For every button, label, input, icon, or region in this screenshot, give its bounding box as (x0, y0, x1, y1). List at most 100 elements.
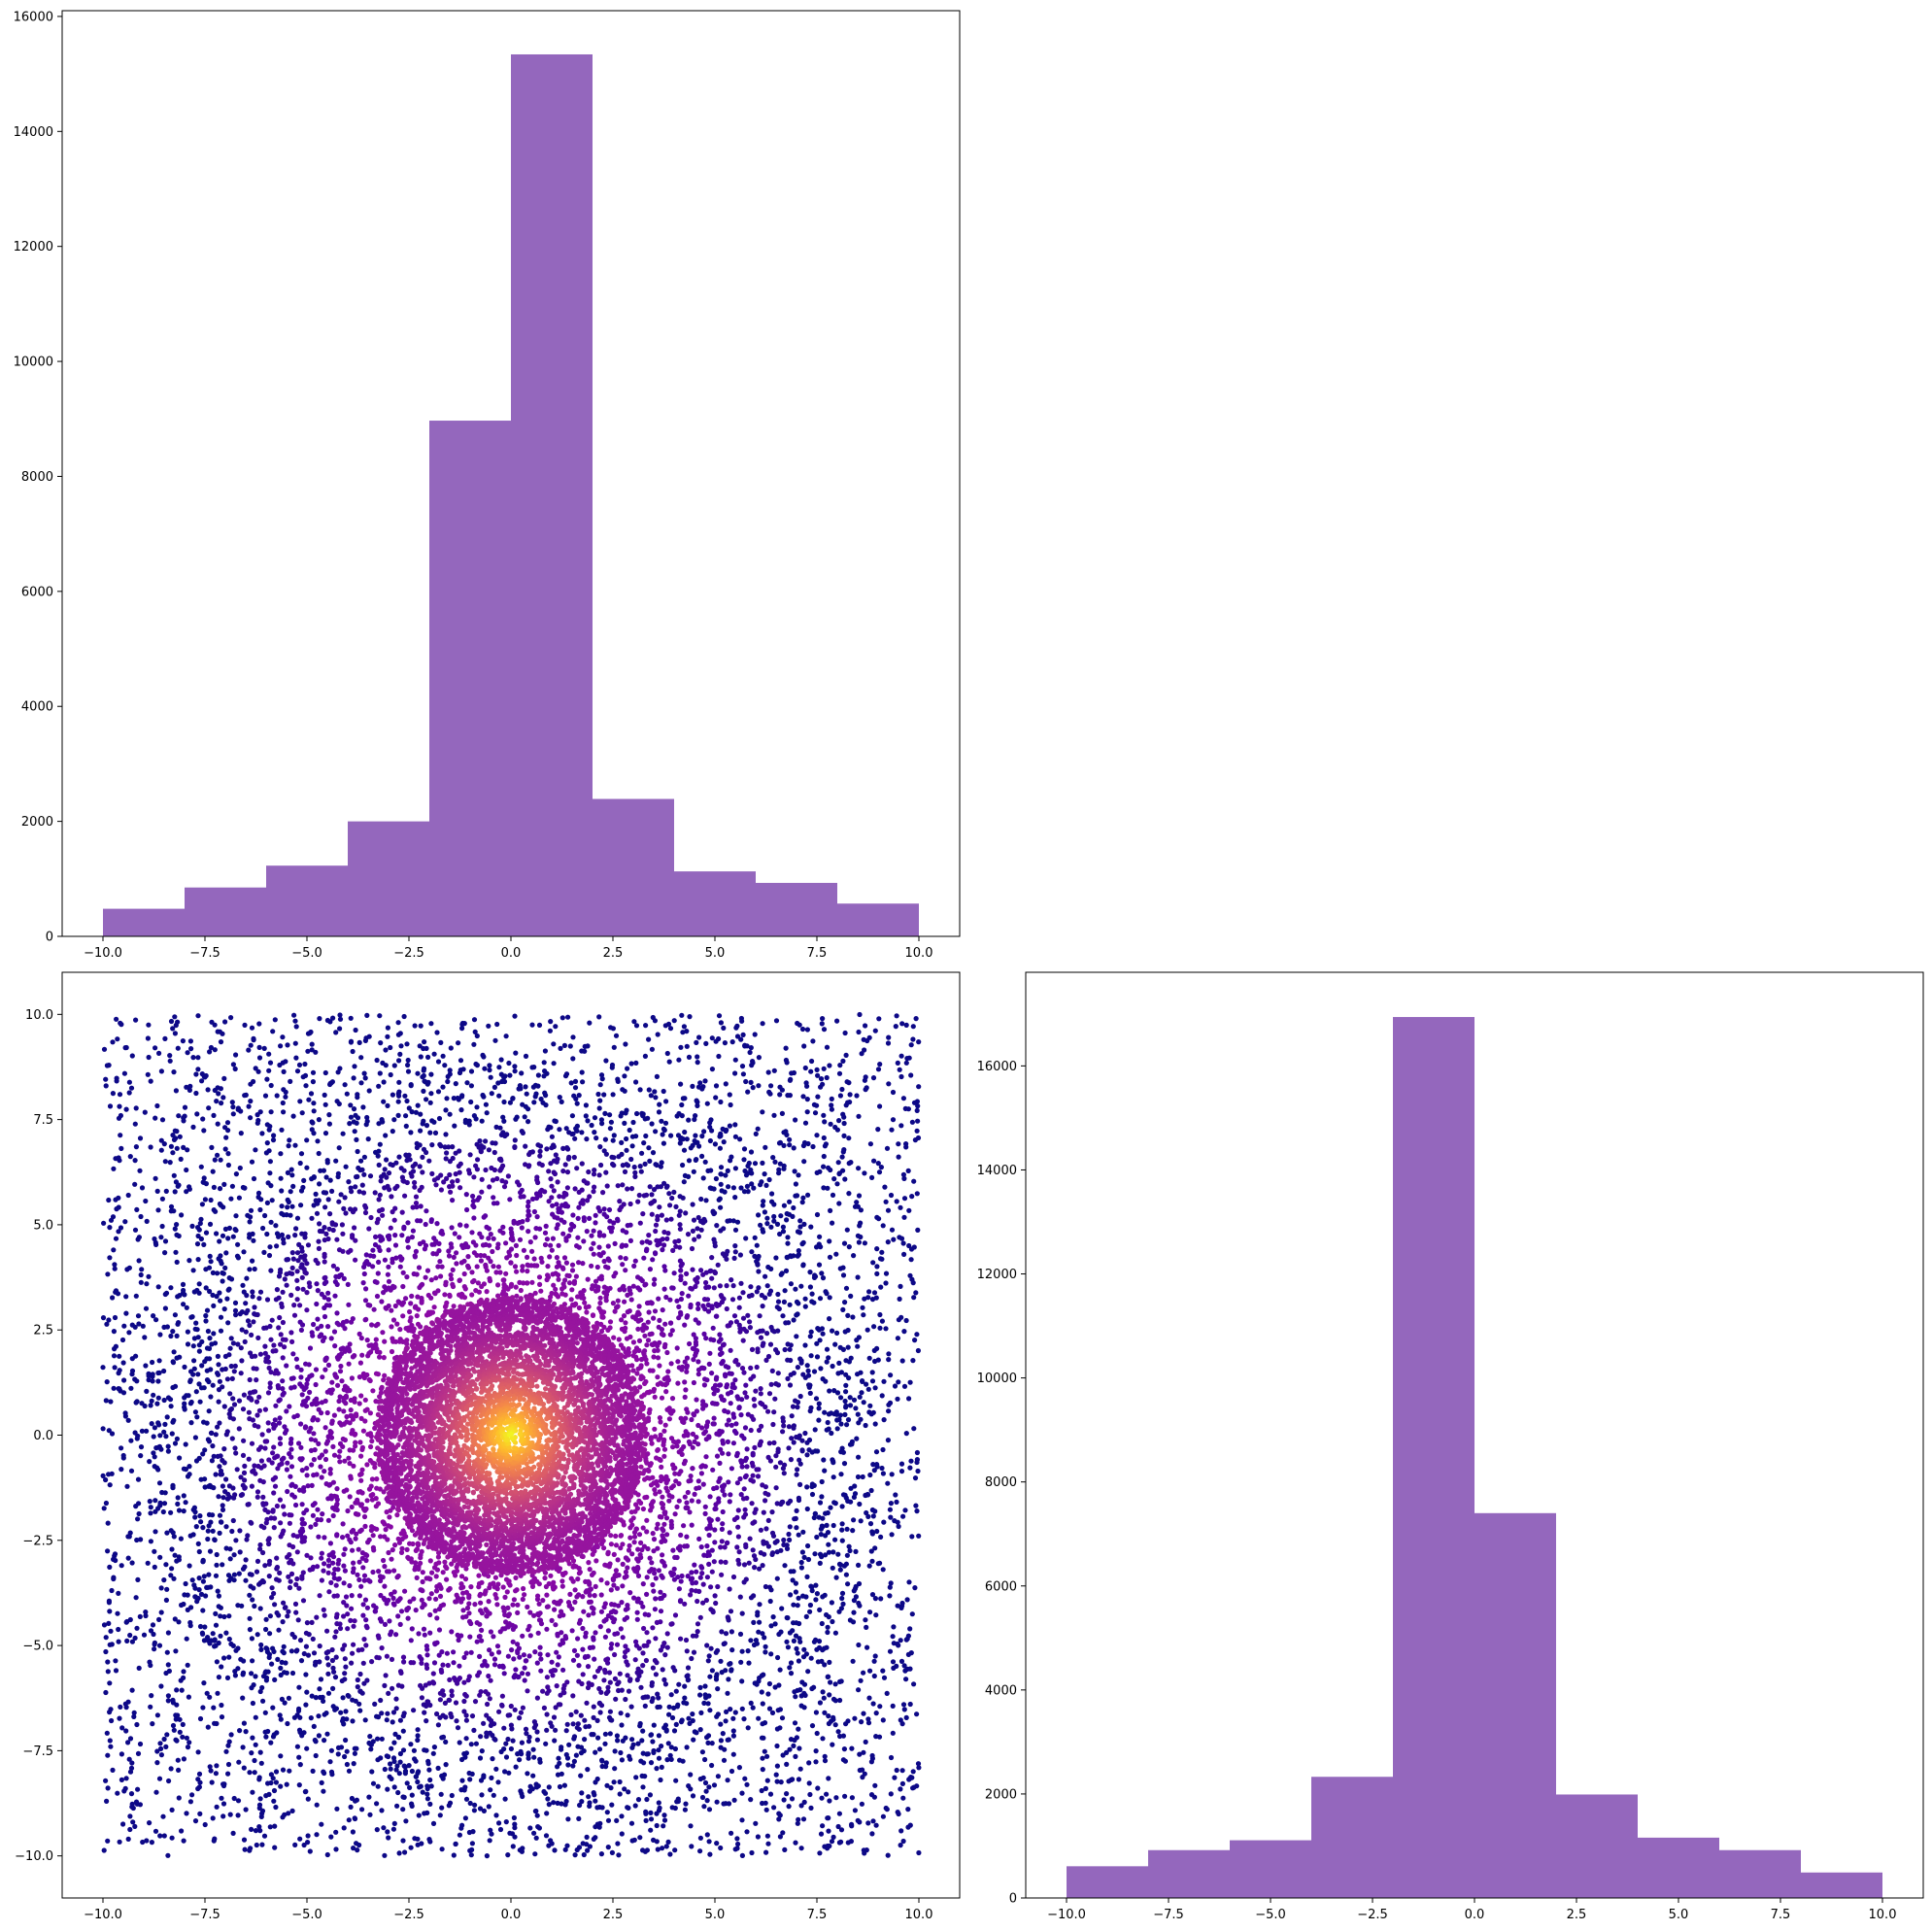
scatter-point (361, 1070, 367, 1076)
scatter-point (790, 1628, 796, 1634)
scatter-point (239, 1603, 245, 1609)
scatter-point (292, 1601, 299, 1607)
scatter-point (796, 1172, 801, 1178)
scatter-point (717, 1283, 724, 1289)
scatter-point (858, 1677, 864, 1683)
scatter-point (481, 1775, 487, 1780)
scatter-point (181, 1675, 186, 1680)
scatter-point (138, 1213, 144, 1220)
scatter-point (271, 1590, 277, 1597)
scatter-point (715, 1711, 722, 1717)
scatter-point (666, 1704, 672, 1710)
scatter-point (208, 1367, 214, 1372)
scatter-point (804, 1363, 810, 1369)
scatter-point (901, 1196, 908, 1202)
scatter-point (912, 1585, 918, 1591)
y-tick-label: 8000 (21, 470, 53, 485)
scatter-point (289, 1265, 295, 1270)
scatter-point (693, 1113, 698, 1119)
scatter-point (612, 1676, 619, 1681)
scatter-point (162, 1159, 168, 1165)
scatter-point (404, 1098, 410, 1104)
scatter-point (591, 1836, 596, 1842)
scatter-point (148, 1539, 153, 1544)
scatter-point (863, 1074, 868, 1080)
scatter-point (173, 1022, 179, 1029)
scatter-point (157, 1741, 163, 1746)
scatter-point (769, 1530, 776, 1536)
scatter-point (436, 1115, 443, 1122)
scatter-point (784, 1545, 791, 1551)
scatter-point (220, 1781, 226, 1787)
scatter-point (236, 1195, 242, 1201)
scatter-point (627, 1127, 632, 1134)
scatter-point (217, 1029, 222, 1034)
scatter-point (249, 1440, 255, 1446)
scatter-point (458, 1058, 464, 1064)
scatter-point (760, 1160, 765, 1166)
scatter-point (357, 1708, 363, 1713)
scatter-point (307, 1848, 313, 1854)
scatter-point (187, 1533, 193, 1539)
scatter-point (222, 1366, 228, 1372)
scatter-point (793, 1181, 799, 1187)
scatter-point (820, 1016, 826, 1022)
scatter-point (325, 1662, 331, 1668)
scatter-point (165, 1448, 171, 1454)
scatter-point (252, 1304, 257, 1310)
scatter-point (572, 1078, 579, 1084)
scatter-point (901, 1383, 908, 1389)
scatter-point (784, 1217, 790, 1223)
scatter-point (103, 1476, 109, 1483)
scatter-point (135, 1516, 141, 1522)
scatter-point (649, 1192, 655, 1198)
scatter-point (830, 1192, 836, 1198)
scatter-point (119, 1467, 124, 1473)
scatter-point (883, 1326, 889, 1332)
scatter-point (837, 1063, 843, 1068)
scatter-point (151, 1313, 156, 1319)
scatter-point (125, 1192, 131, 1199)
scatter-point (207, 1253, 213, 1259)
scatter-point (344, 1716, 350, 1722)
scatter-point (786, 1531, 792, 1538)
scatter-point (224, 1376, 230, 1382)
scatter-point (167, 1160, 173, 1166)
scatter-point (171, 1349, 177, 1355)
scatter-point (852, 1491, 859, 1497)
scatter-point (617, 1199, 623, 1204)
scatter-point (328, 1834, 334, 1840)
scatter-point (271, 1525, 277, 1531)
scatter-point (221, 1306, 227, 1312)
scatter-point (605, 1684, 611, 1690)
scatter-point (342, 1656, 348, 1662)
scatter-point (752, 1444, 758, 1450)
scatter-point (868, 1487, 874, 1494)
scatter-point (723, 1559, 729, 1565)
scatter-point (649, 1679, 656, 1686)
scatter-point (119, 1777, 124, 1782)
scatter-point (867, 1403, 873, 1408)
scatter-point (224, 1120, 231, 1126)
scatter-point (196, 1281, 202, 1287)
scatter-point (783, 1045, 789, 1051)
scatter-point (377, 1141, 383, 1147)
scatter-point (278, 1753, 284, 1759)
scatter-point (823, 1378, 829, 1384)
scatter-point (819, 1494, 825, 1500)
scatter-point (622, 1088, 627, 1094)
scatter-point (798, 1803, 804, 1809)
scatter-point (534, 1812, 540, 1818)
scatter-point (874, 1345, 880, 1351)
scatter-point (667, 1026, 674, 1032)
scatter-point (194, 1111, 200, 1117)
scatter-point (767, 1598, 773, 1605)
scatter-point (765, 1841, 771, 1846)
scatter-point (696, 1143, 702, 1149)
scatter-point (132, 1158, 138, 1164)
scatter-point (827, 1692, 832, 1698)
scatter-point (335, 1751, 341, 1757)
scatter-point (133, 1017, 139, 1023)
scatter-point (910, 1024, 916, 1030)
scatter-point (406, 1105, 412, 1111)
